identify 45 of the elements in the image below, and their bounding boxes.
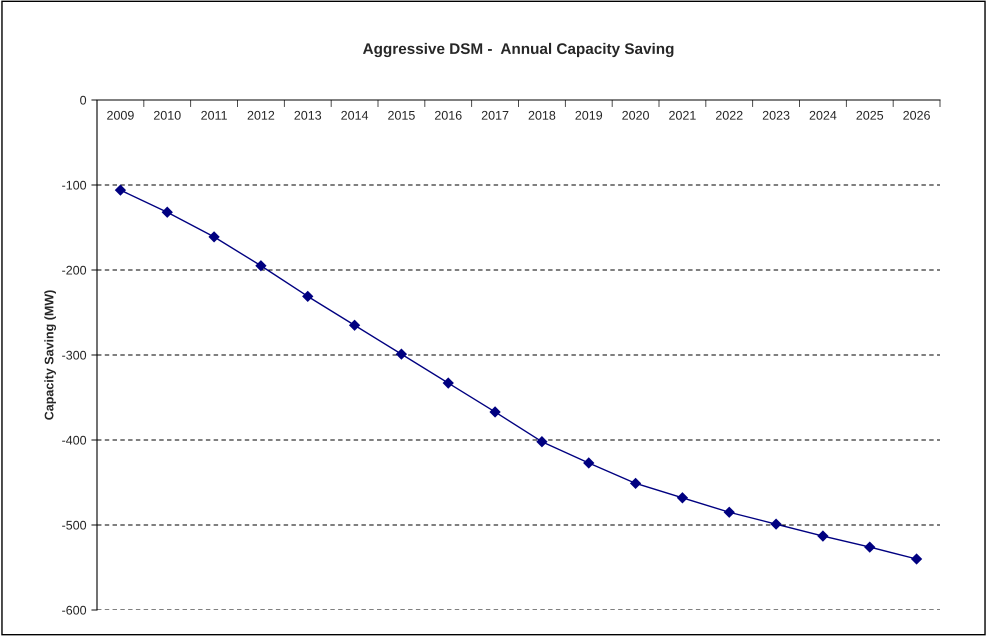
- point: [536, 436, 548, 448]
- x-tick-label: 2023: [762, 110, 790, 120]
- point: [208, 231, 220, 242]
- y-tick-label: 0: [80, 96, 86, 105]
- point: [864, 542, 876, 553]
- point: [770, 518, 782, 530]
- y-tick-label: -300: [62, 350, 86, 360]
- x-tick-label: 2013: [294, 110, 322, 120]
- x-tick-label: 2009: [107, 110, 134, 120]
- x-tick-label: 2025: [856, 110, 884, 120]
- point: [911, 554, 922, 564]
- point: [630, 478, 642, 489]
- x-tick-label: 2010: [154, 110, 181, 120]
- point: [114, 184, 126, 196]
- x-tick-label: 2021: [669, 110, 696, 120]
- y-tick-label: -400: [62, 436, 86, 445]
- y-tick-label: -500: [62, 520, 86, 530]
- y-axis-title: Capacity Saving (MW): [44, 290, 56, 420]
- point: [817, 530, 828, 542]
- y-tick-label: -600: [62, 606, 86, 615]
- point: [583, 458, 594, 468]
- point: [676, 492, 688, 504]
- point: [442, 378, 454, 388]
- x-tick-label: 2014: [341, 110, 368, 120]
- x-tick-label: 2022: [716, 110, 743, 120]
- y-tick-label: -100: [62, 180, 86, 190]
- x-tick-label: 2015: [388, 110, 415, 120]
- x-tick-label: 2018: [528, 110, 556, 120]
- point: [396, 348, 407, 360]
- point: [255, 260, 266, 272]
- x-tick-label: 2026: [903, 110, 930, 120]
- x-tick-label: 2024: [810, 110, 836, 120]
- y-tick-label: -200: [62, 266, 86, 275]
- x-tick-label: 2011: [201, 110, 227, 120]
- point: [490, 406, 501, 418]
- x-tick-label: 2020: [622, 110, 649, 120]
- x-tick-label: 2016: [434, 110, 462, 120]
- point: [724, 506, 735, 518]
- point: [162, 206, 173, 218]
- point: [349, 320, 360, 331]
- point: [302, 290, 314, 302]
- x-tick-label: 2017: [482, 110, 508, 120]
- x-tick-label: 2019: [575, 110, 602, 120]
- chart-title: Aggressive DSM - Annual Capacity Saving: [362, 42, 674, 58]
- x-tick-label: 2012: [248, 110, 274, 120]
